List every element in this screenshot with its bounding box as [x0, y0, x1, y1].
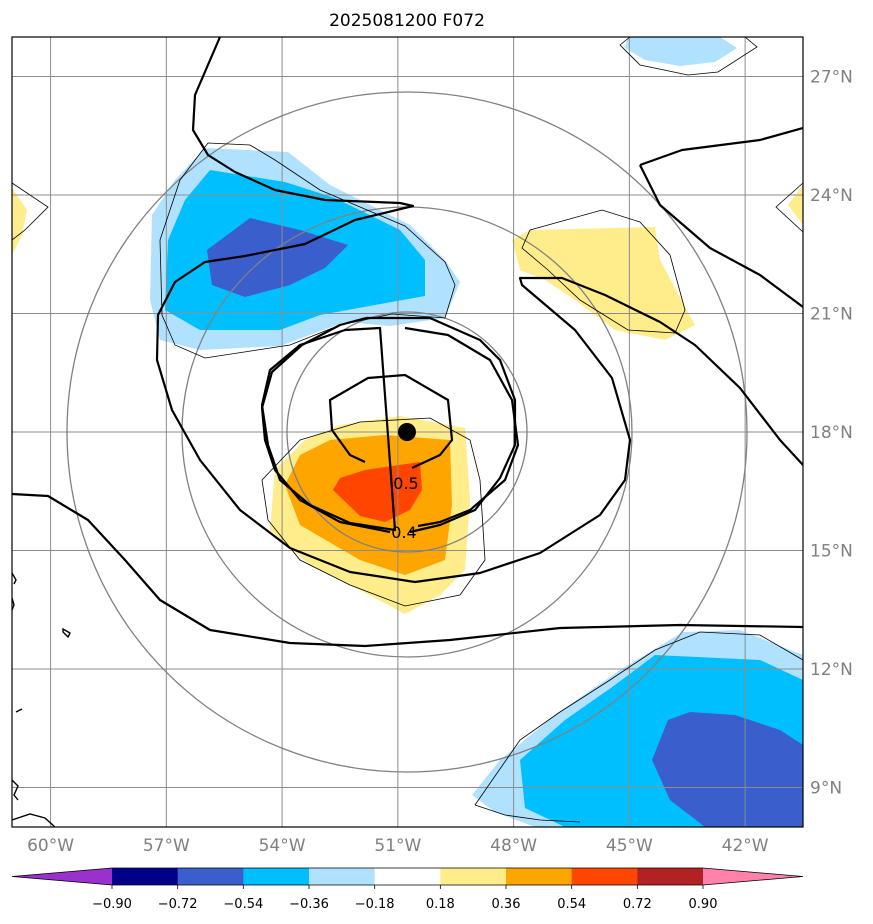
contour-label-0-4: 0.4 [391, 523, 416, 542]
latitude-label: 21°N [810, 305, 853, 325]
bold-contour-lower [12, 492, 803, 648]
longitude-label: 57°W [143, 836, 190, 856]
coastline-3 [62, 627, 71, 639]
graticule [12, 37, 803, 827]
thin-contour-right-edge [775, 182, 803, 233]
colorbar-label: −0.54 [223, 897, 263, 912]
latitude-label: 12°N [810, 660, 853, 680]
coastline-2 [12, 597, 15, 611]
latitude-label: 9°N [810, 779, 842, 799]
colorbar-label: 0.36 [492, 897, 521, 912]
bold-contour-large [155, 37, 803, 584]
colorbar-segment [243, 868, 310, 885]
thin-contour-lower-right-b [474, 804, 581, 823]
colorbar-label: 0.18 [426, 897, 455, 912]
bold-contours [12, 37, 803, 648]
storm-center-marker [398, 423, 416, 441]
colorbar-label: −0.72 [158, 897, 198, 912]
colorbar-segment [637, 868, 704, 885]
neg-region-top [625, 37, 737, 66]
latitude-label: 27°N [810, 68, 853, 88]
bold-contour-upper-right-b [639, 164, 803, 308]
contour-labels: 0.5 0.4 [391, 474, 418, 542]
bold-contour-middle [366, 316, 517, 534]
longitude-label: 45°W [606, 836, 653, 856]
thin-contour-upper-left [159, 142, 456, 359]
colorbar-segment [506, 868, 573, 885]
latitude-label: 18°N [810, 423, 853, 443]
thin-contour-top [619, 37, 758, 76]
range-ring-inner [286, 311, 528, 553]
colorbar-label: −0.90 [92, 897, 132, 912]
colorbar-label: −0.36 [289, 897, 329, 912]
neg-region-lower-dark [652, 712, 803, 827]
colorbar-segment [309, 868, 376, 885]
colorbar-label: 0.72 [623, 897, 652, 912]
bold-contour-middle-b [260, 316, 391, 534]
latitude-labels: 9°N 12°N 15°N 18°N 21°N 24°N 27°N [810, 68, 853, 799]
colorbar-segment [177, 868, 244, 885]
coastline-6 [12, 813, 56, 827]
neg-region-dark [207, 218, 348, 297]
coastline-4 [15, 708, 23, 713]
latitude-label: 24°N [810, 186, 853, 206]
longitude-label: 48°W [490, 836, 537, 856]
bold-contour-upper-right [639, 126, 803, 167]
longitude-label: 60°W [27, 836, 74, 856]
colorbar-extend-low [12, 868, 112, 885]
figure-title: 2025081200 F072 [329, 11, 485, 31]
latitude-label: 15°N [810, 542, 853, 562]
colorbar-label: −0.18 [355, 897, 395, 912]
longitude-labels: 60°W 57°W 54°W 51°W 48°W 45°W 42°W [27, 836, 769, 856]
coastlines [12, 572, 71, 827]
longitude-label: 54°W [259, 836, 306, 856]
pos-region-left-edge [12, 188, 27, 255]
thin-contour-center [261, 417, 486, 607]
thin-contour-lower-right [474, 631, 803, 806]
colorbar: −0.90 −0.72 −0.54 −0.36 −0.18 0.18 0.36 0.54 0.7… [11, 867, 804, 912]
shaded-fields [12, 37, 803, 827]
colorbar-extend-high [703, 868, 803, 885]
coastline-1 [12, 572, 17, 585]
map-frame [11, 36, 804, 828]
pos-region-center-red [333, 462, 422, 522]
colorbar-segment [374, 868, 441, 885]
thin-contour-left-edge [12, 182, 49, 241]
colorbar-segment [112, 868, 179, 885]
colorbar-segment [571, 868, 638, 885]
contour-label-0-5: 0.5 [393, 474, 418, 493]
range-ring-outer [66, 91, 748, 773]
colorbar-segment [440, 868, 507, 885]
bold-contour-innermost [328, 373, 454, 469]
longitude-label: 42°W [722, 836, 769, 856]
map-area: 0.5 0.4 [12, 37, 803, 827]
colorbar-label: 0.90 [689, 897, 718, 912]
coastline-5 [12, 779, 19, 801]
pos-region-upper-right [512, 227, 695, 340]
colorbar-label: 0.54 [557, 897, 586, 912]
longitude-label: 51°W [374, 836, 421, 856]
